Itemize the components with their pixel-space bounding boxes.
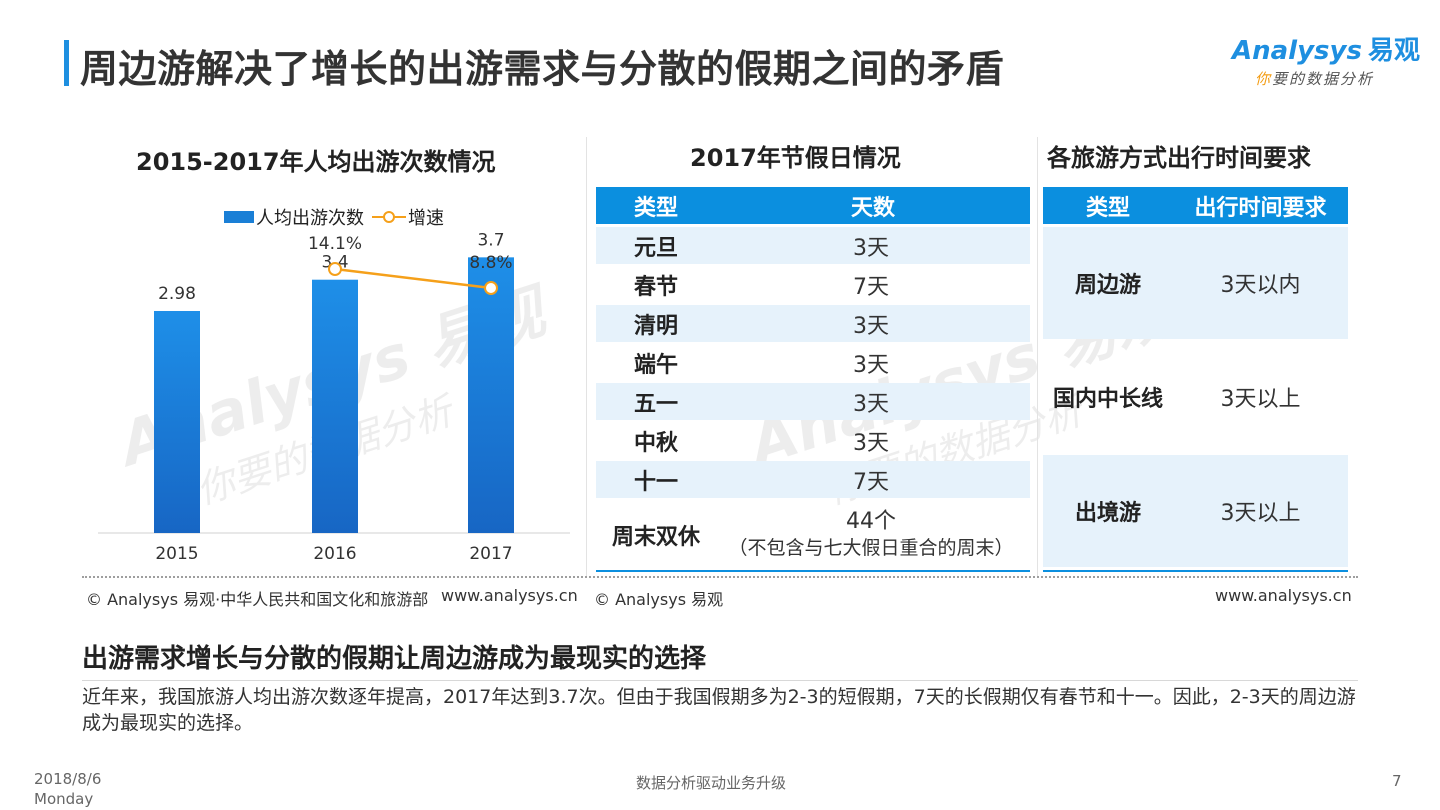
holiday-row: 清明 3天 xyxy=(596,305,1030,342)
conclusion-body: 近年来，我国旅游人均出游次数逐年提高，2017年达到3.7次。但由于我国假期多为… xyxy=(82,686,1356,734)
travel-req: 3天以上 xyxy=(1220,387,1301,412)
legend-line-label: 增速 xyxy=(408,208,444,229)
holiday-title: 2017年节假日情况 xyxy=(690,144,901,172)
travel-table-bottom-rule xyxy=(1043,570,1348,572)
travel-row: 出境游 3天以上 xyxy=(1043,455,1348,567)
chart-bar xyxy=(312,279,358,533)
travel-header-req: 出行时间要求 xyxy=(1194,195,1327,221)
travel-type: 周边游 xyxy=(1074,273,1141,298)
holiday-header-type: 类型 xyxy=(633,195,678,221)
chart-source: © Analysys 易观·中华人民共和国文化和旅游部 xyxy=(86,590,429,609)
travel-row: 国内中长线 3天以上 xyxy=(1043,342,1348,452)
holiday-row-weekend: 周末双休 44个 （不包含与七大假日重合的周末） xyxy=(596,503,1030,567)
footer-center: 数据分析驱动业务升级 xyxy=(636,774,787,792)
growth-value-label: 14.1% xyxy=(308,234,362,254)
logo-slogan: 你要的数据分析 xyxy=(1255,68,1374,89)
growth-line xyxy=(334,267,492,290)
travel-req: 3天以内 xyxy=(1220,273,1301,298)
holiday-type: 五一 xyxy=(633,391,678,417)
page-title: 周边游解决了增长的出游需求与分散的假期之间的矛盾 xyxy=(80,47,1005,91)
holiday-type: 周末双休 xyxy=(611,525,700,550)
growth-point xyxy=(328,262,342,276)
table-site: www.analysys.cn xyxy=(1215,586,1352,605)
chart-bar xyxy=(468,257,514,533)
logo-slogan-highlight: 你 xyxy=(1255,70,1273,88)
legend-line-swatch xyxy=(372,211,406,223)
travel-row: 周边游 3天以内 xyxy=(1043,227,1348,339)
chart-site: www.analysys.cn xyxy=(441,586,578,605)
growth-value-label: 8.8% xyxy=(469,253,512,273)
footer-date: 2018/8/6 xyxy=(34,770,102,788)
bar-value-label: 3.7 xyxy=(477,230,504,250)
holiday-type: 端午 xyxy=(633,352,678,378)
x-tick-label: 2017 xyxy=(469,544,512,564)
chart-bar xyxy=(154,310,200,533)
travel-type: 国内中长线 xyxy=(1052,387,1163,412)
footer-weekday: Monday xyxy=(34,790,94,808)
chart-title: 2015-2017年人均出游次数情况 xyxy=(136,148,496,176)
page-number: 7 xyxy=(1392,772,1402,790)
holiday-type: 中秋 xyxy=(633,430,678,456)
holiday-row: 十一 7天 xyxy=(596,461,1030,498)
travel-title: 各旅游方式出行时间要求 xyxy=(1047,144,1311,172)
bar-value-label: 2.98 xyxy=(158,284,196,304)
holiday-type: 春节 xyxy=(633,274,678,300)
growth-point xyxy=(484,281,498,295)
holiday-days: 3天 xyxy=(853,430,889,456)
travel-table-header: 类型 出行时间要求 xyxy=(1043,187,1348,224)
section-divider xyxy=(586,137,587,577)
logo-brand-text: Analysys xyxy=(1232,36,1362,66)
holiday-table-bottom-rule xyxy=(596,570,1030,572)
chart-legend: 人均出游次数 增速 xyxy=(224,204,444,230)
holiday-row: 春节 7天 xyxy=(596,266,1030,303)
holiday-days: 3天 xyxy=(853,235,889,261)
x-tick-label: 2015 xyxy=(155,544,198,564)
holiday-days: 3天 xyxy=(853,391,889,417)
conclusion-title: 出游需求增长与分散的假期让周边游成为最现实的选择 xyxy=(82,644,707,674)
holiday-days: 3天 xyxy=(853,313,889,339)
holiday-row: 端午 3天 xyxy=(596,344,1030,381)
brand-logo: Analysys 易观 xyxy=(1232,30,1420,67)
holiday-weekend-cell: 44个 （不包含与七大假日重合的周末） xyxy=(716,509,1026,561)
title-accent-bar xyxy=(64,40,69,86)
holiday-days: 7天 xyxy=(853,469,889,495)
travel-type: 出境游 xyxy=(1074,501,1141,526)
x-tick-label: 2016 xyxy=(313,544,356,564)
logo-cn-text: 易观 xyxy=(1367,36,1420,66)
logo-slogan-rest: 要的数据分析 xyxy=(1272,70,1375,88)
conclusion-rule xyxy=(82,680,1358,681)
holiday-row: 中秋 3天 xyxy=(596,422,1030,459)
travel-req: 3天以上 xyxy=(1220,501,1301,526)
table-source: © Analysys 易观 xyxy=(594,590,724,609)
holiday-weekend-note: （不包含与七大假日重合的周末） xyxy=(728,537,1014,559)
holiday-type: 元旦 xyxy=(633,235,678,261)
section-divider-2 xyxy=(1037,137,1038,577)
legend-bar-swatch xyxy=(224,211,254,223)
travel-header-type: 类型 xyxy=(1085,195,1130,221)
source-dotted-rule xyxy=(82,576,1358,578)
holiday-row: 元旦 3天 xyxy=(596,227,1030,264)
holiday-header-days: 天数 xyxy=(850,195,895,221)
holiday-days: 3天 xyxy=(853,352,889,378)
holiday-table-header: 类型 天数 xyxy=(596,187,1030,224)
legend-bar-label: 人均出游次数 xyxy=(256,208,364,229)
holiday-days: 7天 xyxy=(853,274,889,300)
holiday-type: 清明 xyxy=(633,313,678,339)
holiday-type: 十一 xyxy=(633,469,678,495)
holiday-row: 五一 3天 xyxy=(596,383,1030,420)
holiday-days: 44个 xyxy=(846,509,896,534)
